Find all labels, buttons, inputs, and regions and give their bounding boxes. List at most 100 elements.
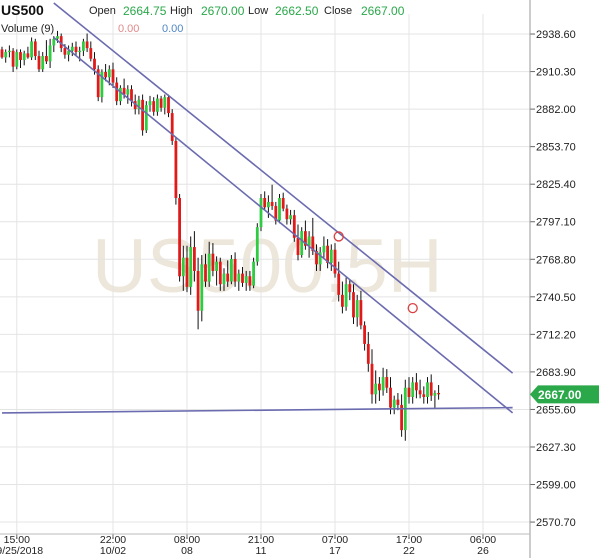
candle-up — [411, 382, 415, 397]
candle-down — [193, 247, 196, 271]
candle-up — [344, 284, 348, 307]
candle-up — [278, 197, 281, 221]
candle-down — [159, 98, 163, 108]
candle-down — [45, 56, 48, 62]
y-tick-label: 2853.70 — [536, 142, 576, 154]
candle-up — [22, 53, 26, 61]
candle-up — [137, 99, 141, 110]
candle-down — [292, 215, 296, 238]
candle-down — [407, 387, 411, 397]
trendline[interactable] — [53, 2, 514, 374]
candle-down — [363, 325, 366, 344]
candle-down — [400, 404, 403, 431]
candle-up — [355, 300, 359, 318]
high-value: 2670.00 — [201, 4, 245, 18]
candle-up — [207, 253, 211, 282]
candle-up — [267, 201, 270, 208]
candle-down — [366, 343, 370, 364]
candle-down — [285, 208, 289, 220]
candle-up — [215, 261, 218, 271]
candle-down — [93, 58, 96, 70]
candle-up — [181, 257, 185, 277]
candle-down — [59, 36, 63, 49]
candle-up — [4, 52, 8, 58]
candle-down — [104, 71, 107, 78]
candle-down — [85, 41, 89, 49]
candle-up — [255, 227, 259, 262]
y-tick-label: 2938.60 — [536, 29, 576, 41]
close-value: 2667.00 — [361, 4, 405, 18]
candle-down — [233, 259, 237, 282]
candle-down — [437, 392, 440, 395]
y-tick-label: 2797.10 — [536, 217, 576, 229]
candle-up — [15, 52, 19, 67]
candle-up — [289, 215, 292, 220]
candle-down — [115, 82, 119, 102]
candle-down — [141, 99, 144, 131]
candle-up — [318, 252, 322, 265]
y-tick-label: 2599.00 — [536, 480, 576, 492]
candle-up — [48, 45, 52, 62]
candle-down — [167, 97, 170, 114]
candle-up — [156, 98, 159, 112]
candle-up — [222, 273, 226, 285]
candle-up — [78, 50, 82, 53]
y-tick-label: 2882.00 — [536, 104, 576, 116]
candle-down — [389, 387, 392, 408]
candle-down — [211, 253, 215, 271]
candle-up — [52, 38, 56, 46]
candle-down — [185, 257, 189, 287]
x-tick-time: 15:00 — [4, 534, 30, 546]
candle-up — [200, 264, 204, 311]
candle-down — [204, 264, 207, 282]
candle-down — [170, 113, 174, 141]
candle-up — [426, 382, 429, 397]
volume-value-2: 0.00 — [162, 23, 184, 35]
candle-down — [296, 237, 300, 256]
candle-down — [304, 231, 307, 246]
last-price-tag — [530, 385, 599, 404]
y-tick-label: 2825.40 — [536, 179, 576, 191]
candle-up — [70, 46, 74, 51]
y-tick-label: 2655.60 — [536, 404, 576, 416]
last-price-label: 2667.00 — [538, 388, 582, 402]
candle-down — [33, 41, 37, 57]
trendline[interactable] — [53, 36, 514, 414]
candle-down — [415, 382, 418, 391]
watermark-text: US500,5H — [92, 224, 443, 309]
candle-up — [230, 259, 233, 282]
candle-down — [19, 52, 22, 61]
y-tick-label: 2627.30 — [536, 442, 576, 454]
x-tick-date: 22 — [403, 545, 415, 557]
open-value: 2664.75 — [123, 4, 167, 18]
y-tick-label: 2712.20 — [536, 329, 576, 341]
candle-up — [392, 399, 396, 408]
y-tick-label: 2683.90 — [536, 367, 576, 379]
candle-up — [433, 392, 437, 396]
candle-down — [122, 87, 126, 95]
trendline[interactable] — [1, 406, 513, 414]
y-tick-label: 2740.50 — [536, 292, 576, 304]
candle-down — [352, 292, 355, 318]
candle-up — [8, 50, 11, 53]
open-label: Open — [89, 5, 116, 17]
candle-up — [144, 105, 148, 131]
candle-down — [378, 383, 381, 391]
candle-up — [252, 261, 255, 286]
candle-up — [67, 50, 70, 55]
candle-down — [429, 382, 433, 396]
candle-down — [311, 236, 315, 252]
line-marker[interactable] — [407, 302, 418, 314]
y-tick-label: 2768.80 — [536, 254, 576, 266]
low-label: Low — [248, 5, 269, 17]
candle-down — [337, 273, 341, 295]
line-marker[interactable] — [333, 231, 344, 242]
candle-down — [130, 89, 133, 102]
x-tick-date: 09/25/2018 — [0, 545, 43, 557]
x-tick-time: 22:00 — [100, 534, 126, 546]
x-tick-date: 11 — [256, 545, 267, 557]
candle-down — [0, 49, 4, 58]
candle-up — [300, 231, 304, 256]
candle-down — [26, 53, 30, 58]
